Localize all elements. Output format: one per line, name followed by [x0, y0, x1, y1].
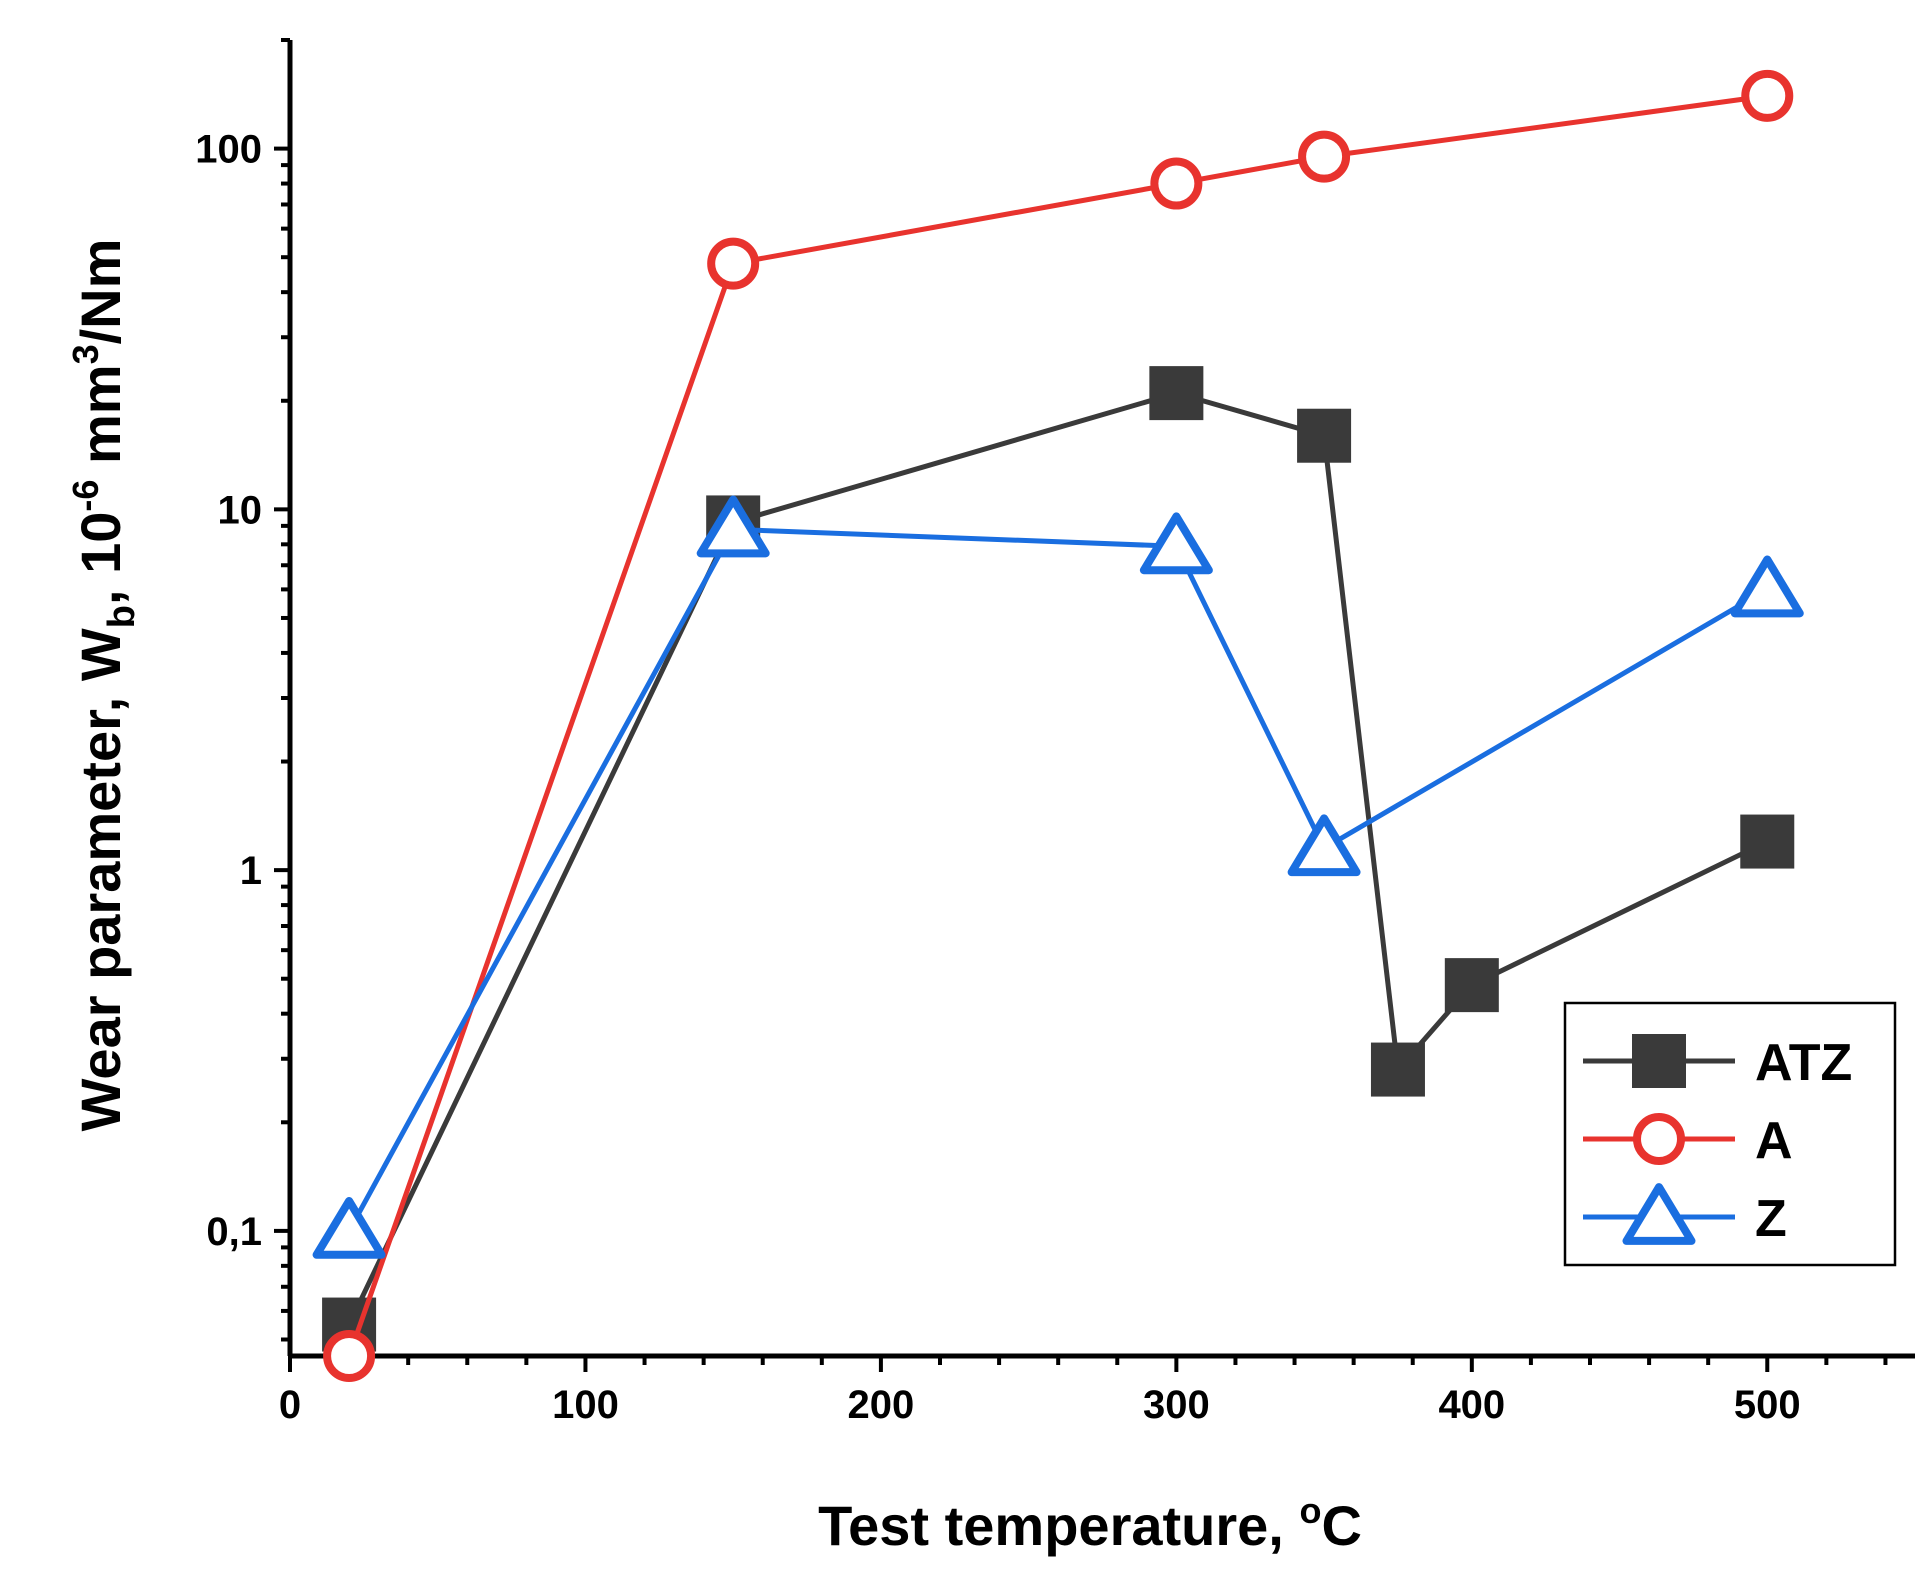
series-line-atz: [346, 390, 1769, 1326]
y-tick-label: 0,1: [206, 1210, 262, 1254]
data-point-atz: [1740, 814, 1795, 869]
x-axis-title: Test temperature, oC: [818, 1490, 1362, 1557]
axes: 0 100 200 300 400 500 0,1 1 10 100: [195, 38, 1915, 1427]
data-point-z: [1139, 512, 1213, 575]
x-axis-title-unit: C: [1321, 1494, 1361, 1557]
x-tick-label: 0: [279, 1383, 301, 1427]
y-axis-title-subscript: b: [101, 605, 143, 628]
y-tick-label: 100: [195, 128, 262, 172]
legend-label: Z: [1755, 1190, 1787, 1248]
data-point-z: [1287, 814, 1361, 877]
legend-label: A: [1755, 1112, 1793, 1170]
y-tick-label: 10: [218, 488, 263, 532]
data-point-atz: [1297, 408, 1352, 463]
x-tick-label: 200: [848, 1383, 915, 1427]
legend: ATZ AZ: [1563, 1001, 1897, 1267]
legend-box: [1563, 1001, 1897, 1267]
data-point-atz: [1444, 958, 1499, 1013]
data-point-a: [323, 1330, 376, 1382]
data-point-a: [707, 237, 760, 290]
data-point-z: [312, 1196, 386, 1259]
data-point-z: [696, 495, 770, 558]
series-z: [312, 495, 1804, 1259]
data-point-a: [1298, 130, 1351, 183]
legend-label: ATZ: [1755, 1034, 1852, 1092]
legend-marker: [1633, 1113, 1685, 1165]
x-axis-title-superscript: o: [1299, 1490, 1321, 1531]
series-line-a: [346, 93, 1768, 1357]
legend-item-a: A: [1583, 1112, 1793, 1170]
data-point-atz: [1149, 366, 1204, 421]
data-point-a: [1741, 69, 1794, 122]
series-a: [323, 69, 1794, 1382]
x-tick-label: 400: [1438, 1383, 1505, 1427]
y-axis-title-superscript-1: -6: [65, 480, 106, 512]
data-point-atz: [1370, 1042, 1425, 1097]
legend-marker: [1622, 1183, 1696, 1245]
y-axis-title-superscript-2: 3: [65, 344, 106, 364]
series-group: [312, 69, 1804, 1382]
legend-item-atz: ATZ: [1583, 1034, 1852, 1092]
y-axis-title: Wear parameter, Wb, 10-6 mm3/Nm: [65, 239, 143, 1132]
y-tick-label: 1: [240, 849, 262, 893]
data-point-a: [1150, 157, 1203, 210]
legend-item-z: Z: [1583, 1183, 1787, 1248]
x-tick-label: 500: [1734, 1383, 1801, 1427]
x-tick-label: 300: [1143, 1383, 1210, 1427]
x-tick-label: 100: [552, 1383, 619, 1427]
legend-marker: [1632, 1034, 1686, 1088]
data-point-z: [1730, 555, 1804, 618]
